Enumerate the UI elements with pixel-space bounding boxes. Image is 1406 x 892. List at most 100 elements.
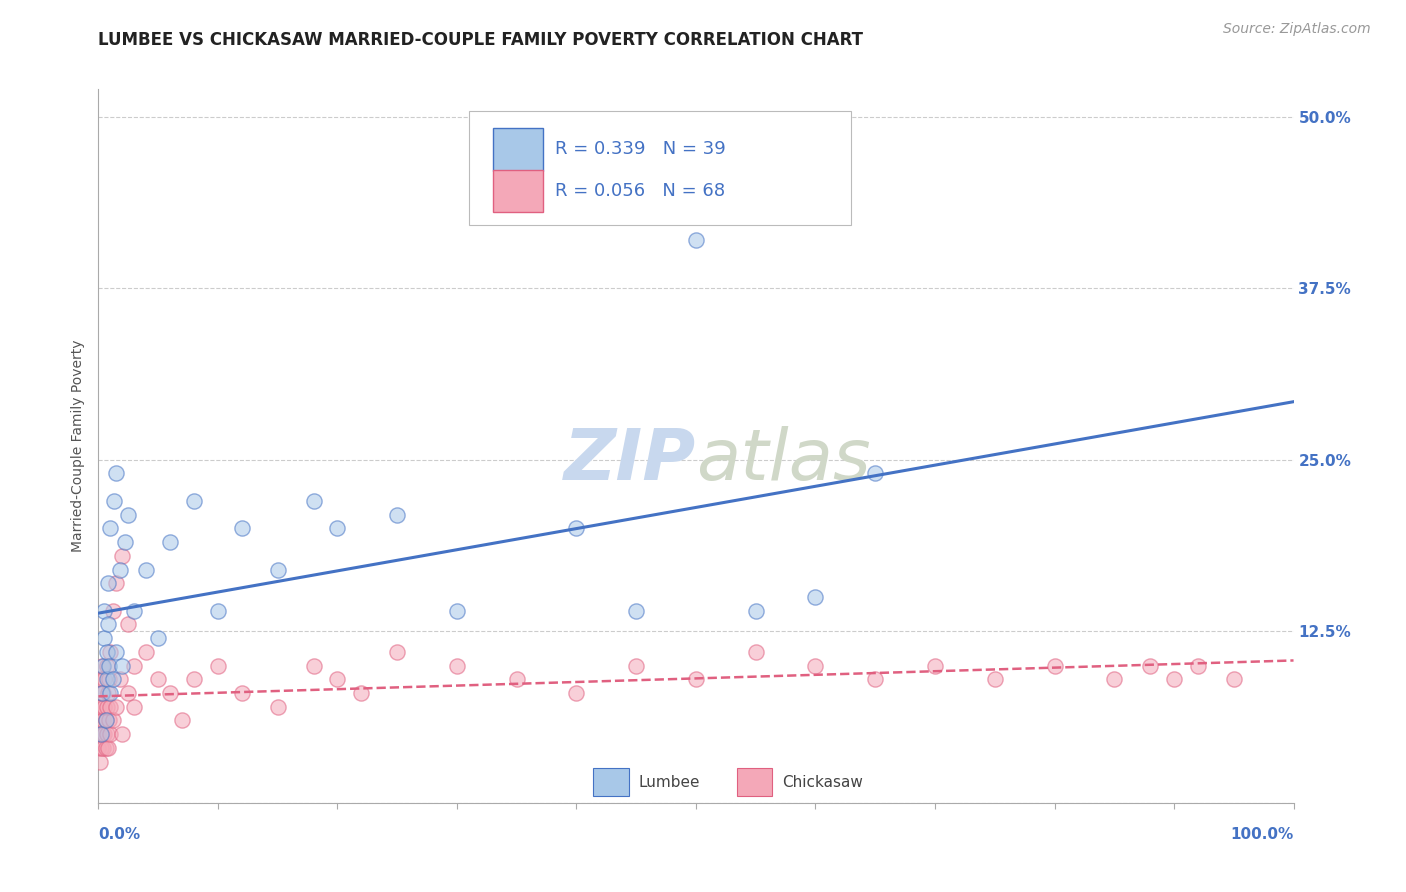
Point [267,562,290,576]
Point [93,699,115,714]
Point [1102,673,1125,687]
Point [97,686,120,700]
Point [105,576,128,591]
Text: atlas: atlas [696,425,870,495]
Point [91,740,114,755]
Point [96,658,118,673]
Point [1163,673,1185,687]
Point [90,727,112,741]
Point [94,714,117,728]
Point [105,699,128,714]
Point [91,658,114,673]
Point [91,658,114,673]
Point [1139,658,1161,673]
Point [863,467,887,481]
Point [183,494,205,508]
Point [90,699,112,714]
Point [91,686,114,700]
Point [96,673,118,687]
Point [446,604,468,618]
Point [231,686,253,700]
Y-axis label: Married-Couple Family Poverty: Married-Couple Family Poverty [72,340,86,552]
Point [350,686,373,700]
Point [98,521,122,535]
Point [117,617,139,632]
Point [108,673,131,687]
Point [326,521,349,535]
FancyBboxPatch shape [593,768,628,797]
Point [207,658,229,673]
Text: Chickasaw: Chickasaw [782,774,863,789]
Point [863,673,887,687]
Point [90,740,112,755]
Point [98,727,122,741]
Point [159,686,181,700]
Point [103,494,125,508]
Point [96,727,118,741]
Point [101,604,124,618]
Point [984,673,1007,687]
Point [685,673,707,687]
Point [91,727,114,741]
Point [89,755,111,769]
Point [385,645,409,659]
Point [117,508,139,522]
Point [94,740,117,755]
Text: ZIP: ZIP [564,425,696,495]
Point [1222,673,1246,687]
Point [172,714,194,728]
Point [93,604,115,618]
Point [745,645,768,659]
Point [94,714,117,728]
Point [302,658,325,673]
Point [148,631,170,645]
Point [89,714,111,728]
Point [87,740,110,755]
Point [98,673,121,687]
Point [98,658,121,673]
Point [159,535,181,549]
Point [626,658,648,673]
Point [326,673,349,687]
Text: R = 0.056   N = 68: R = 0.056 N = 68 [555,182,725,200]
Point [124,658,146,673]
Point [98,699,122,714]
Point [804,658,827,673]
FancyBboxPatch shape [737,768,772,797]
Text: Lumbee: Lumbee [638,774,700,789]
FancyBboxPatch shape [470,111,852,225]
Point [626,604,648,618]
Point [93,727,115,741]
Point [93,631,115,645]
Point [97,576,120,591]
FancyBboxPatch shape [494,128,543,170]
Point [207,604,229,618]
Point [506,673,529,687]
Point [97,740,120,755]
Point [385,508,409,522]
Point [101,673,124,687]
Text: R = 0.339   N = 39: R = 0.339 N = 39 [555,140,725,158]
Point [97,617,120,632]
Point [148,673,170,687]
Point [93,673,115,687]
Point [685,233,707,247]
Point [98,714,121,728]
Point [124,604,146,618]
Point [231,521,253,535]
Point [87,699,110,714]
Point [91,686,114,700]
Point [91,714,114,728]
Point [96,645,118,659]
Point [111,727,134,741]
Point [91,686,114,700]
Text: Source: ZipAtlas.com: Source: ZipAtlas.com [1223,22,1371,37]
Point [96,699,118,714]
Point [111,549,134,563]
Point [114,535,136,549]
Point [101,714,124,728]
Point [111,658,134,673]
Point [183,673,205,687]
Point [446,658,468,673]
Point [135,562,157,576]
